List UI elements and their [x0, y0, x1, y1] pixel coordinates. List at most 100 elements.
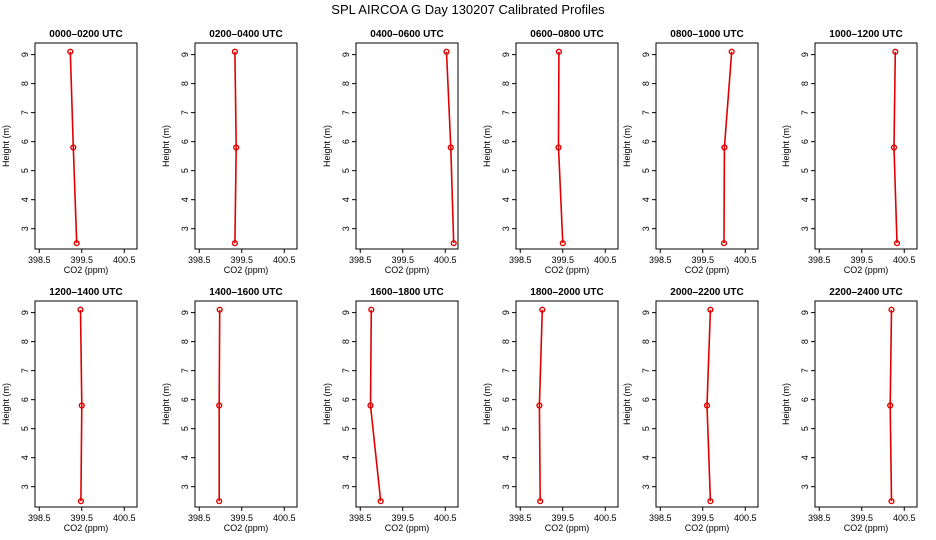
y-tick-label: 9: [501, 52, 511, 57]
x-tick-label: 398.5: [808, 513, 831, 523]
data-point: [450, 240, 457, 247]
y-tick-label: 6: [641, 397, 651, 402]
y-tick-label: 9: [20, 310, 30, 315]
y-tick-label: 4: [501, 197, 511, 202]
panel-title: 0000–0200 UTC: [49, 29, 122, 40]
y-tick-label: 3: [501, 226, 511, 231]
x-tick-label: 398.5: [188, 513, 211, 523]
profile-line: [79, 309, 83, 502]
y-tick-label: 6: [501, 139, 511, 144]
x-tick-label: 400.5: [594, 513, 617, 523]
x-tick-label: 400.5: [594, 255, 617, 265]
x-tick-label: 400.5: [113, 255, 136, 265]
profile-panel: 0000–0200 UTC 398.5 399.5 400.5 3 4 5 6 7 8 9 CO2 (…: [1, 29, 138, 275]
y-tick-label: 3: [20, 484, 30, 489]
y-tick-label: 5: [20, 426, 30, 431]
panel-title: 1800–2000 UTC: [530, 287, 603, 298]
y-tick-label: 3: [180, 226, 190, 231]
y-tick-label: 9: [641, 310, 651, 315]
x-tick-label: 399.5: [391, 513, 414, 523]
y-tick-label: 5: [341, 426, 351, 431]
data-point: [216, 498, 223, 505]
data-point: [231, 240, 239, 247]
x-axis-label: CO2 (ppm): [224, 265, 269, 275]
y-axis-label: Height (m): [161, 125, 171, 167]
data-point: [721, 144, 728, 151]
plot-frame: [655, 300, 759, 508]
plot-frame: [194, 300, 298, 508]
plot-frame: [34, 300, 138, 508]
data-point: [892, 48, 899, 55]
x-tick-label: 400.5: [734, 255, 757, 265]
profile-line: [218, 309, 221, 502]
x-tick-label: 399.5: [230, 255, 253, 265]
y-tick-label: 9: [180, 310, 190, 315]
data-point: [77, 306, 84, 313]
y-tick-label: 8: [341, 81, 351, 86]
y-tick-label: 8: [20, 81, 30, 86]
data-point: [890, 144, 898, 151]
x-tick-label: 399.5: [70, 255, 93, 265]
profile-line: [706, 309, 712, 502]
y-tick-label: 7: [501, 368, 511, 373]
x-tick-label: 398.5: [28, 513, 51, 523]
y-tick-label: 3: [641, 226, 651, 231]
y-tick-label: 7: [20, 368, 30, 373]
y-tick-label: 4: [341, 197, 351, 202]
y-tick-label: 9: [341, 52, 351, 57]
data-point: [707, 306, 714, 313]
data-point: [555, 48, 563, 55]
data-point: [73, 240, 80, 247]
x-axis-label: CO2 (ppm): [685, 523, 730, 533]
y-tick-label: 5: [341, 168, 351, 173]
profile-line: [889, 309, 893, 502]
y-axis-label: Height (m): [322, 125, 332, 167]
x-tick-label: 400.5: [273, 513, 296, 523]
x-tick-label: 399.5: [551, 513, 574, 523]
x-tick-label: 400.5: [734, 513, 757, 523]
y-tick-label: 3: [800, 226, 810, 231]
data-point: [368, 306, 375, 313]
y-tick-label: 4: [800, 197, 810, 202]
panel-title: 1600–1800 UTC: [370, 287, 443, 298]
plot-frame: [515, 300, 619, 508]
plot-frame: [814, 42, 918, 250]
y-tick-label: 7: [180, 368, 190, 373]
x-tick-label: 398.5: [349, 513, 372, 523]
y-axis-label: Height (m): [622, 125, 632, 167]
data-point: [536, 402, 543, 409]
x-tick-label: 399.5: [691, 255, 714, 265]
profile-panel: 1000–1200 UTC 398.5 399.5 400.5 3 4 5 6 7 8 9 CO2 (…: [781, 29, 918, 275]
x-tick-label: 399.5: [70, 513, 93, 523]
x-tick-label: 398.5: [509, 513, 532, 523]
data-point: [367, 402, 374, 409]
data-point: [888, 306, 895, 313]
x-axis-label: CO2 (ppm): [545, 523, 590, 533]
y-tick-label: 8: [501, 81, 511, 86]
x-axis-label: CO2 (ppm): [545, 265, 590, 275]
data-point: [559, 240, 566, 247]
x-tick-label: 399.5: [391, 255, 414, 265]
y-tick-label: 7: [341, 368, 351, 373]
data-point: [216, 402, 223, 409]
y-tick-label: 5: [641, 426, 651, 431]
y-tick-label: 6: [180, 397, 190, 402]
y-tick-label: 6: [501, 397, 511, 402]
y-tick-label: 8: [800, 81, 810, 86]
plot-frame: [814, 300, 918, 508]
data-point: [70, 144, 77, 151]
y-axis-label: Height (m): [482, 383, 492, 425]
y-tick-label: 4: [501, 455, 511, 460]
y-tick-label: 4: [641, 455, 651, 460]
x-tick-label: 400.5: [434, 255, 457, 265]
y-axis-label: Height (m): [1, 383, 11, 425]
y-tick-label: 8: [180, 81, 190, 86]
y-tick-label: 4: [341, 455, 351, 460]
x-axis-label: CO2 (ppm): [64, 523, 109, 533]
y-tick-label: 4: [641, 197, 651, 202]
y-tick-label: 6: [341, 397, 351, 402]
x-tick-label: 398.5: [28, 255, 51, 265]
x-axis-label: CO2 (ppm): [385, 265, 430, 275]
y-tick-label: 6: [641, 139, 651, 144]
y-tick-label: 8: [501, 339, 511, 344]
